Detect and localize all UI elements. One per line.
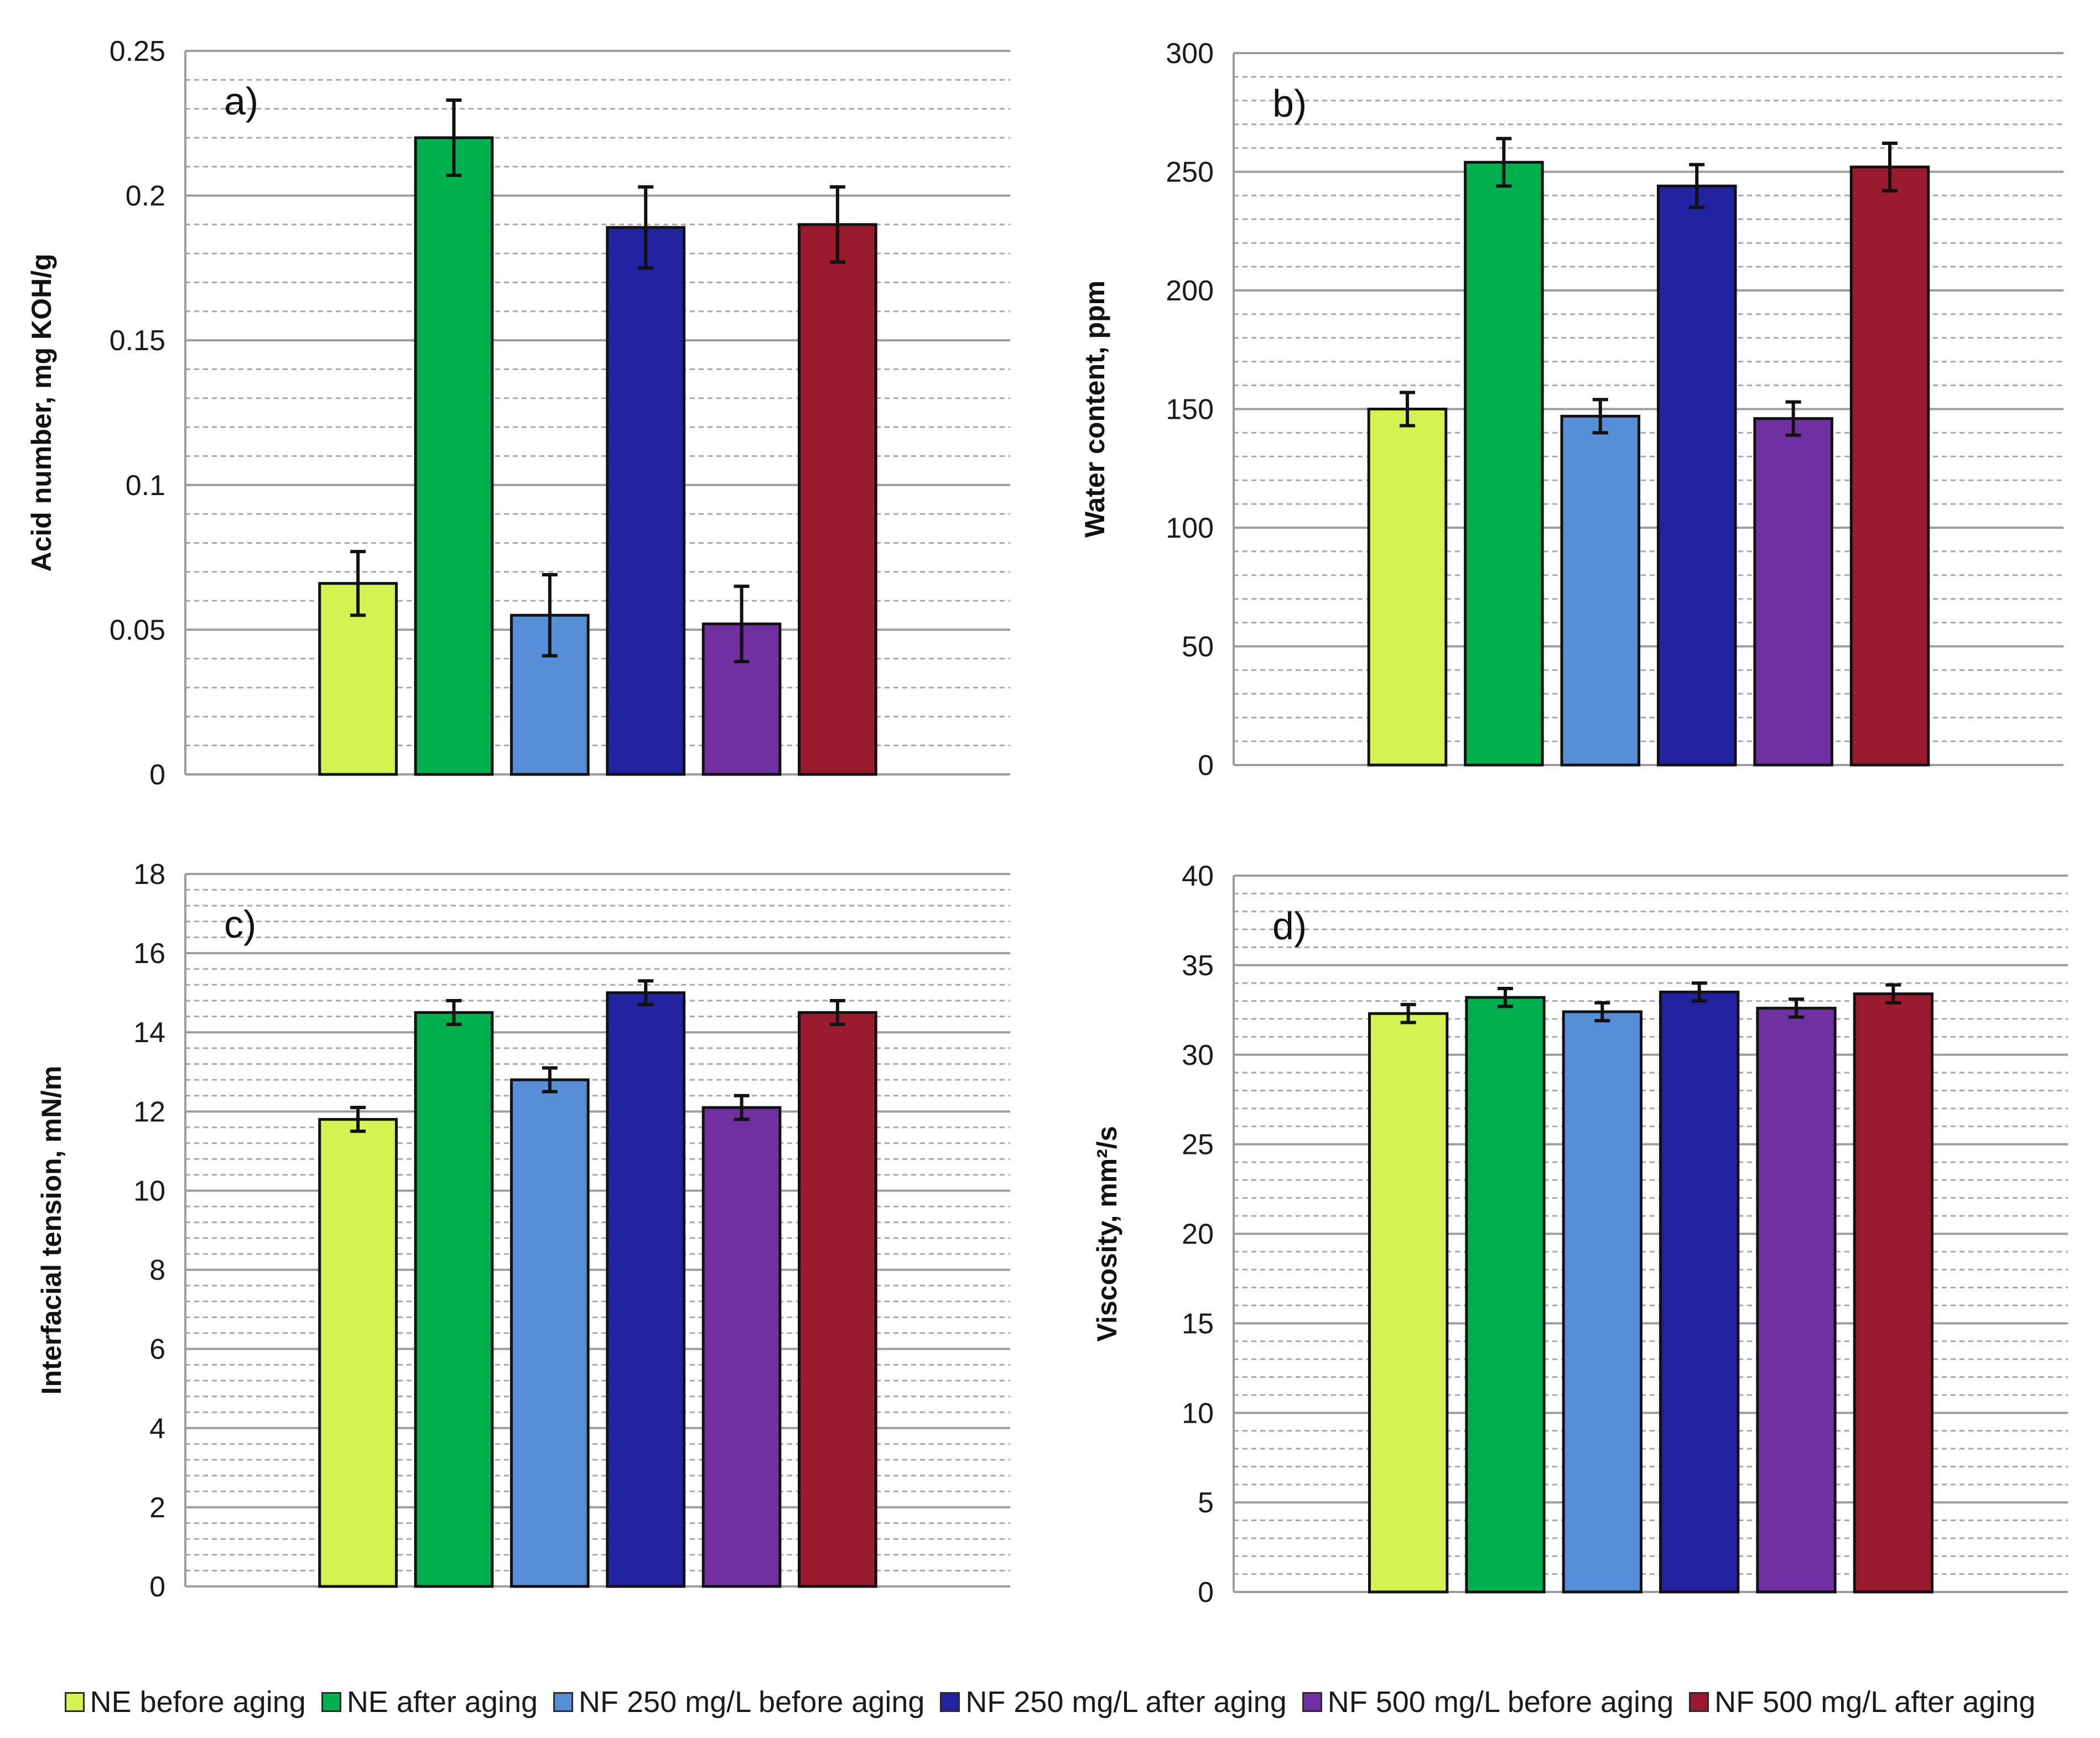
y-tick-label: 100 (1166, 512, 1214, 544)
y-axis-title: Water content, ppm (1079, 280, 1110, 538)
bar (510, 1078, 590, 1588)
panel-label: c) (224, 903, 256, 946)
bar (701, 1106, 782, 1588)
y-axis-title: Acid number, mg KOH/g (26, 253, 57, 571)
y-tick-label: 35 (1182, 950, 1214, 982)
legend-item: NF 250 mg/L after aging (940, 1685, 1287, 1719)
legend-swatch (1302, 1692, 1322, 1712)
y-tick-label: 0.25 (110, 35, 165, 67)
y-tick-label: 0 (149, 1571, 165, 1603)
legend-item: NE before aging (64, 1685, 306, 1719)
legend-swatch (64, 1692, 85, 1712)
bar (1753, 417, 1833, 767)
y-tick-label: 18 (133, 858, 165, 891)
chart-panel-b: 0 50 100 150 200 250 300 b) Water content, ppm (1079, 38, 2063, 782)
bar (606, 991, 686, 1588)
bar (1659, 990, 1740, 1594)
bar (414, 1011, 494, 1588)
bar (1465, 996, 1546, 1594)
y-tick-label: 0 (1198, 1576, 1214, 1609)
y-tick-label: 12 (133, 1096, 165, 1128)
legend-swatch (321, 1692, 341, 1712)
legend-swatch (1689, 1692, 1709, 1712)
legend-item: NF 500 mg/L before aging (1302, 1685, 1673, 1719)
y-tick-label: 300 (1166, 38, 1214, 70)
legend-label: NF 500 mg/L after aging (1714, 1685, 2036, 1719)
y-tick-label: 0 (149, 759, 165, 791)
legend-label: NF 250 mg/L before aging (579, 1685, 925, 1719)
y-tick-label: 0.15 (110, 325, 165, 357)
y-tick-label: 4 (149, 1413, 165, 1445)
y-tick-label: 2 (149, 1492, 165, 1524)
legend-item: NF 250 mg/L before aging (553, 1685, 924, 1719)
bar (1560, 414, 1641, 767)
y-tick-label: 0.2 (126, 180, 165, 212)
bar (606, 226, 686, 776)
y-tick-label: 6 (149, 1334, 165, 1366)
y-tick-label: 16 (133, 938, 165, 970)
y-tick-label: 40 (1182, 860, 1214, 892)
y-tick-label: 0 (1198, 750, 1214, 782)
chart-panel-c: 0 2 4 6 8 10 12 14 16 18 c) Interfacial tension, mN… (36, 858, 1010, 1603)
y-tick-label: 5 (1198, 1487, 1214, 1519)
y-tick-label: 10 (1182, 1397, 1214, 1429)
bar (1464, 160, 1544, 767)
y-tick-label: 8 (149, 1255, 165, 1287)
panel-label: a) (224, 80, 258, 123)
y-tick-label: 200 (1166, 275, 1214, 307)
y-tick-label: 150 (1166, 394, 1214, 426)
y-tick-label: 10 (133, 1175, 165, 1207)
y-tick-label: 0.05 (110, 614, 165, 646)
bar (1368, 1012, 1449, 1594)
legend-swatch (553, 1692, 574, 1712)
bar (318, 1118, 398, 1588)
y-tick-label: 14 (133, 1017, 165, 1049)
legend-label: NF 250 mg/L after aging (965, 1685, 1287, 1719)
y-tick-label: 15 (1182, 1308, 1214, 1340)
panel-label: b) (1272, 82, 1307, 125)
chart-panel-a: 0 0.05 0.1 0.15 0.2 0.25 a) Acid number, mg KOH… (26, 35, 1010, 791)
bar (798, 223, 877, 776)
bar (1656, 184, 1737, 767)
bar (1562, 1010, 1642, 1594)
legend-label: NF 500 mg/L before aging (1327, 1685, 1674, 1719)
legend: NE before aging NE after aging NF 250 mg… (0, 1677, 2100, 1727)
legend-label: NE before aging (90, 1685, 306, 1719)
y-tick-label: 25 (1182, 1129, 1214, 1161)
bar (1367, 408, 1448, 767)
bar (798, 1011, 877, 1588)
legend-label: NE after aging (346, 1685, 538, 1719)
chart-panel-d: 0 5 10 15 20 25 30 35 40 d) Viscosity, mm²/s (1091, 860, 2068, 1609)
legend-item: NE after aging (321, 1685, 538, 1719)
panel-label: d) (1272, 904, 1307, 948)
bar (1849, 165, 1930, 767)
y-tick-label: 250 (1166, 157, 1214, 189)
bar (1756, 1007, 1837, 1594)
y-tick-label: 20 (1182, 1219, 1214, 1251)
y-tick-label: 30 (1182, 1039, 1214, 1071)
y-tick-label: 0.1 (126, 470, 165, 502)
legend-item: NF 500 mg/L after aging (1689, 1685, 2035, 1719)
y-axis-title: Interfacial tension, mN/m (36, 1066, 67, 1395)
y-tick-label: 50 (1182, 631, 1214, 663)
bar (414, 136, 494, 776)
legend-swatch (940, 1692, 960, 1712)
bar (1853, 992, 1934, 1594)
y-axis-title: Viscosity, mm²/s (1091, 1126, 1122, 1342)
